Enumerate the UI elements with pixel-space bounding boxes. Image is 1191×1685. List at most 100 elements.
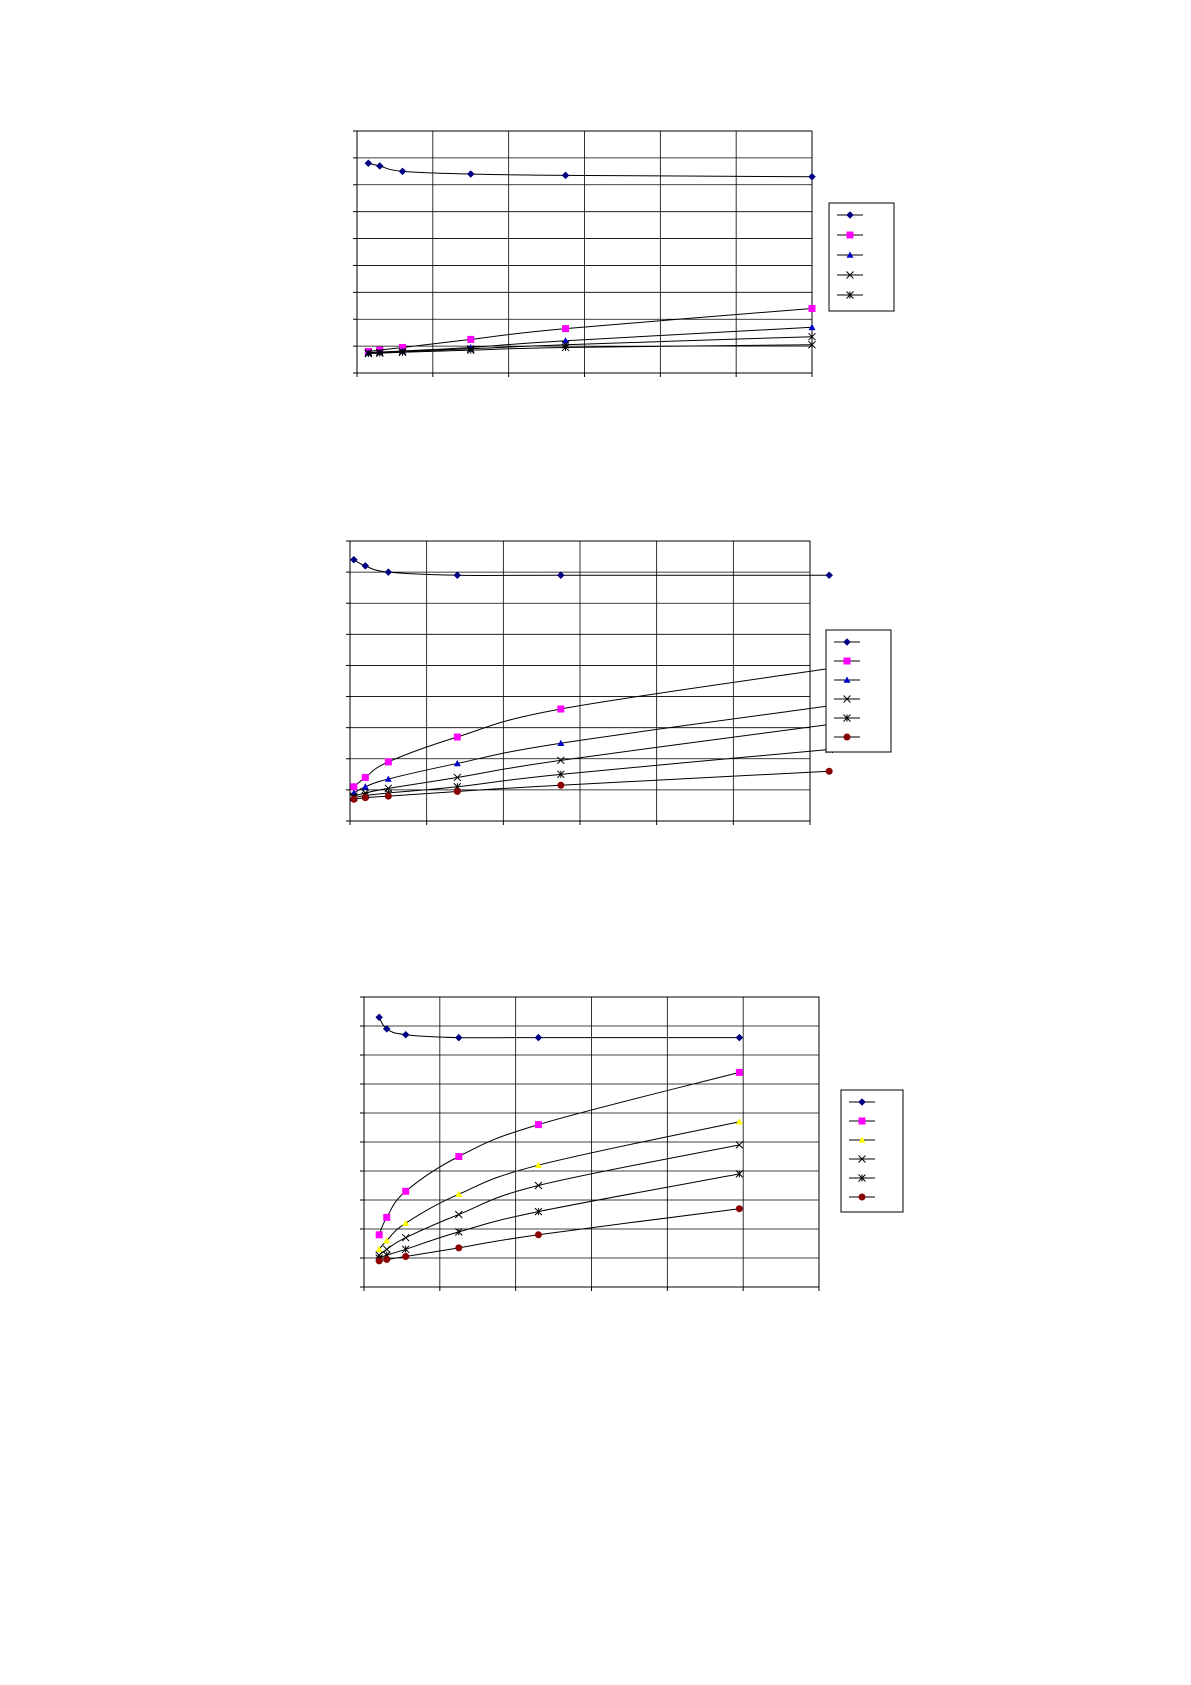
data-point — [364, 159, 373, 168]
data-point — [402, 1219, 410, 1226]
data-point — [557, 739, 565, 747]
legend-item — [849, 1098, 875, 1106]
data-point — [349, 555, 358, 564]
series-line — [368, 162, 813, 178]
data-point — [735, 1033, 744, 1042]
data-point — [825, 767, 833, 775]
axis-ticks — [360, 996, 820, 1291]
legend-marker — [858, 1174, 866, 1182]
legend-item — [849, 1136, 875, 1143]
series-line — [368, 326, 813, 354]
legend-marker — [846, 271, 854, 279]
data-point — [401, 1245, 410, 1254]
series-line — [353, 559, 830, 576]
legend-box — [825, 629, 892, 753]
data-point — [735, 1068, 743, 1076]
axis-ticks — [353, 130, 813, 377]
legend-marker — [858, 1136, 866, 1143]
data-point — [808, 340, 816, 349]
series-line — [378, 1017, 740, 1039]
data-point — [808, 304, 816, 312]
legend-item — [834, 676, 860, 683]
series-6 — [350, 767, 833, 803]
legend-marker — [858, 1193, 866, 1201]
series-4 — [375, 1141, 744, 1259]
legend-box — [828, 202, 895, 312]
chart-3 — [360, 996, 904, 1291]
data-point — [350, 783, 358, 791]
legend-marker — [858, 1155, 866, 1163]
data-point — [453, 787, 461, 795]
data-point — [534, 1033, 543, 1042]
data-point — [534, 1231, 542, 1239]
legend-marker — [858, 1117, 866, 1125]
data-point — [557, 781, 565, 789]
data-point — [364, 349, 373, 358]
series-3 — [350, 702, 833, 796]
legend-marker — [846, 291, 854, 299]
data-point — [455, 1244, 463, 1252]
legend-item — [849, 1174, 875, 1182]
data-point — [455, 1153, 463, 1160]
chart-1 — [353, 130, 895, 377]
legend-marker — [843, 638, 851, 646]
data-point — [382, 1245, 391, 1254]
legend — [825, 629, 892, 753]
series-line — [353, 724, 830, 797]
data-point — [361, 562, 370, 570]
series-5 — [375, 1170, 744, 1262]
data-point — [455, 1190, 463, 1197]
data-point — [453, 571, 462, 580]
data-point — [401, 1030, 410, 1039]
series-5 — [364, 340, 816, 358]
legend-item — [834, 695, 860, 703]
chart-2 — [346, 540, 892, 825]
data-point — [361, 783, 369, 790]
data-point — [556, 756, 565, 765]
data-point — [375, 1245, 383, 1253]
data-point — [454, 1033, 463, 1042]
data-point — [557, 705, 565, 713]
series-1 — [375, 1013, 744, 1042]
legend-marker — [846, 231, 854, 239]
data-point — [350, 795, 358, 803]
series-line — [378, 1071, 740, 1235]
legend-item — [837, 251, 863, 258]
series-line — [378, 1121, 740, 1250]
data-point — [383, 1213, 391, 1221]
legend — [840, 1089, 904, 1213]
data-point — [383, 1237, 391, 1244]
data-point — [382, 1025, 391, 1033]
legend-item — [837, 231, 863, 239]
legend-marker — [843, 733, 851, 741]
gridlines — [364, 997, 819, 1287]
data-point — [454, 1210, 463, 1219]
legend-item — [849, 1117, 875, 1125]
data-point — [735, 1118, 743, 1125]
series-6 — [375, 1205, 743, 1265]
data-point — [466, 170, 475, 178]
legend-marker — [846, 251, 854, 258]
axis-ticks — [346, 540, 811, 825]
legend-item — [834, 733, 860, 741]
data-point — [825, 571, 834, 580]
data-point — [561, 343, 570, 352]
series-1 — [364, 159, 816, 181]
data-point — [398, 167, 407, 176]
legend-marker — [843, 714, 851, 722]
series-5 — [349, 745, 834, 802]
legend — [828, 202, 895, 312]
data-point — [556, 770, 565, 779]
data-point — [534, 1161, 542, 1168]
legend-marker — [846, 211, 854, 219]
data-point — [562, 337, 570, 344]
legend-item — [834, 638, 860, 646]
legend-item — [849, 1155, 875, 1163]
data-point — [534, 1181, 543, 1190]
data-point — [735, 1205, 743, 1213]
legend-item — [837, 211, 863, 219]
data-point — [398, 348, 407, 357]
legend-item — [834, 714, 860, 722]
data-point — [361, 794, 369, 802]
